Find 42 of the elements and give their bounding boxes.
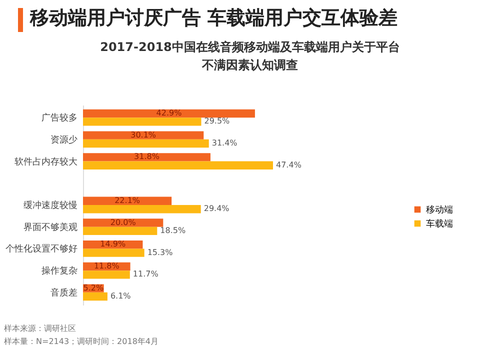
y-tick-label: 操作复杂	[42, 266, 78, 277]
data-label: 14.9%	[100, 240, 126, 249]
data-label: 29.4%	[204, 204, 230, 214]
data-label: 18.5%	[160, 226, 186, 235]
text: 样本量：N=2143；调研时间：2018年4月	[4, 336, 158, 348]
data-label: 11.8%	[94, 261, 120, 270]
y-tick-label: 资源少	[50, 134, 78, 146]
chart-subtitle: 2017-2018中国在线音频移动端及车载端用户关于平台不满因素认知调查	[99, 39, 401, 74]
y-tick-label: 音质差	[50, 287, 78, 298]
bar	[83, 218, 164, 227]
bar	[83, 161, 273, 170]
data-label: 15.3%	[147, 248, 174, 257]
y-tick-label: 广告较多	[42, 112, 78, 124]
y-tick-label: 界面不够美观	[24, 222, 78, 233]
legend-label: 车载端	[426, 218, 453, 230]
data-label: 20.0%	[110, 218, 136, 227]
legend-label: 移动端	[426, 204, 453, 216]
bar	[83, 139, 209, 148]
bar	[83, 205, 201, 214]
bar	[83, 270, 130, 279]
bar	[83, 131, 204, 140]
bar	[83, 226, 158, 236]
data-label: 47.4%	[276, 160, 302, 170]
data-label: 31.4%	[212, 138, 238, 148]
text: 样本来源：调研社区	[4, 323, 77, 335]
data-label: 22.1%	[114, 196, 140, 205]
y-tick-label: 缓冲速度较慢	[24, 200, 78, 211]
data-label: 11.7%	[132, 270, 159, 279]
y-tick-label: 个性化设置不够好	[6, 244, 78, 255]
data-label: 5.2%	[83, 283, 104, 292]
bar	[83, 153, 210, 162]
chart-title: 移动端用户讨厌广告 车载端用户交互体验差	[30, 6, 398, 31]
bar	[83, 118, 202, 126]
bar	[83, 248, 144, 257]
bar	[83, 109, 255, 118]
y-tick-label: 软件占内存较大	[14, 156, 78, 168]
data-label: 42.9%	[156, 108, 182, 118]
data-label: 31.8%	[134, 152, 160, 162]
bar	[83, 292, 108, 301]
data-label: 6.1%	[110, 292, 132, 301]
data-label: 30.1%	[130, 130, 156, 140]
data-label: 29.5%	[204, 116, 230, 126]
